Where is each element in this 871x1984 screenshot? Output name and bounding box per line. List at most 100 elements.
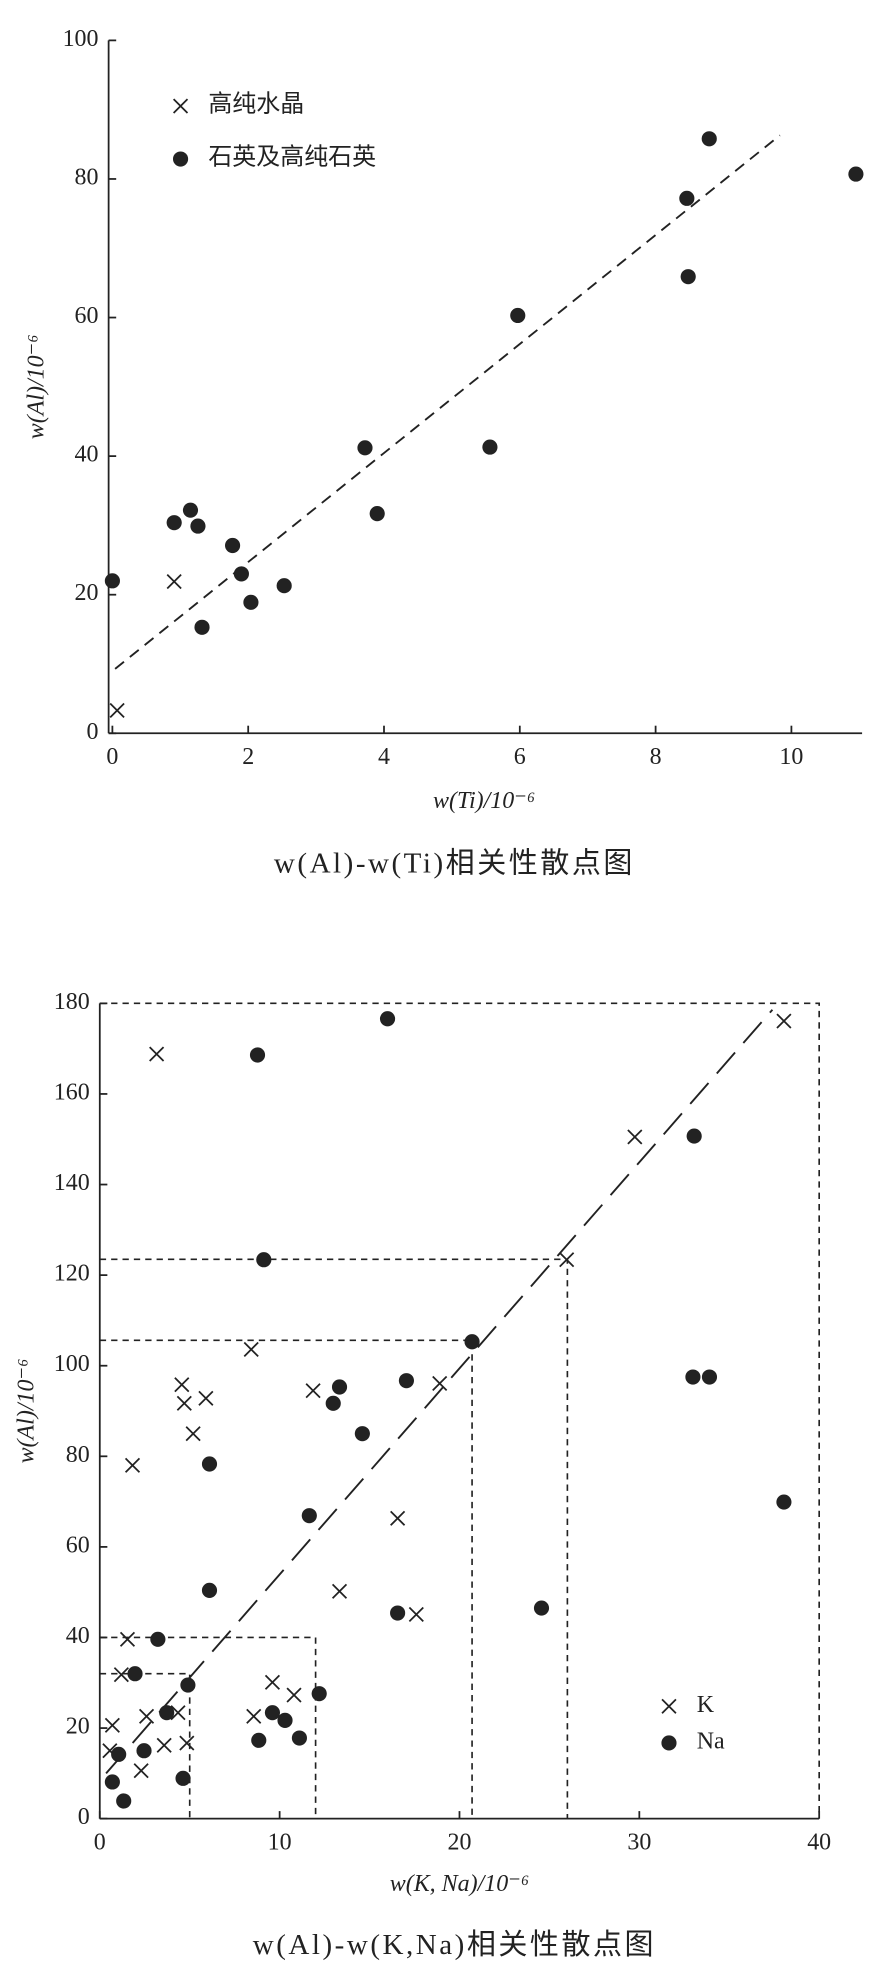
point-cross (432, 1375, 448, 1391)
trend-line (105, 1009, 774, 1774)
x-axis-label: w(K, Na)/10⁻⁶ (390, 1871, 530, 1897)
guide-box (99, 1672, 191, 1819)
point-dot (390, 1605, 406, 1621)
x-tick-label: 40 (807, 1829, 831, 1855)
guide-box (99, 1339, 473, 1819)
x-tick-label: 10 (779, 744, 803, 770)
point-cross (174, 1377, 190, 1393)
point-cross (559, 1252, 575, 1268)
x-tick-label: 6 (514, 744, 526, 770)
point-cross (331, 1583, 348, 1599)
point-dot (104, 573, 120, 589)
point-cross (176, 1395, 192, 1411)
point-cross (776, 1013, 792, 1029)
point-dot (256, 1252, 272, 1268)
point-dot (464, 1334, 480, 1350)
y-axis-label: w(Al)/10⁻⁶ (13, 1359, 39, 1464)
point-dot (357, 440, 373, 456)
point-dot (225, 537, 241, 554)
point-dot (190, 518, 206, 534)
y-tick-label: 100 (54, 1351, 90, 1377)
y-tick-label: 20 (66, 1714, 90, 1740)
point-dot (277, 1712, 293, 1728)
point-dot (166, 515, 182, 531)
point-dot (701, 1369, 718, 1385)
point-cross (172, 98, 189, 114)
point-dot (276, 578, 292, 594)
x-tick-label: 10 (268, 1829, 292, 1855)
point-dot (331, 1379, 348, 1395)
point-cross (390, 1510, 406, 1526)
point-dot (369, 506, 385, 522)
point-cross (264, 1674, 281, 1690)
y-tick-label: 160 (54, 1079, 90, 1105)
point-dot (354, 1426, 370, 1442)
x-tick-label: 4 (378, 744, 390, 770)
point-cross (286, 1687, 302, 1703)
point-dot (398, 1373, 414, 1389)
y-tick-label: 60 (75, 303, 99, 329)
point-cross (170, 1705, 186, 1721)
point-cross (243, 1341, 259, 1357)
point-dot (325, 1395, 341, 1411)
point-dot (311, 1686, 327, 1702)
point-dot (482, 439, 498, 455)
x-tick-label: 8 (650, 744, 662, 770)
y-axis-label: w(Al)/10⁻⁶ (23, 334, 49, 439)
point-dot (533, 1600, 550, 1616)
point-dot (510, 307, 526, 324)
point-dot (291, 1730, 307, 1746)
y-tick-label: 140 (54, 1170, 90, 1196)
point-dot (150, 1631, 166, 1647)
point-cross (133, 1763, 149, 1779)
point-dot (848, 166, 864, 182)
x-axis-label: w(Ti)/10⁻⁶ (433, 788, 535, 814)
point-dot (159, 1705, 175, 1721)
y-tick-label: 60 (66, 1532, 90, 1558)
point-cross (109, 702, 125, 718)
point-cross (149, 1046, 165, 1062)
y-tick-label: 80 (66, 1442, 90, 1468)
y-tick-label: 20 (75, 580, 99, 606)
guide-box (99, 1636, 317, 1819)
point-dot (776, 1494, 792, 1510)
point-dot (685, 1369, 701, 1385)
point-cross (138, 1708, 155, 1724)
y-tick-label: 0 (78, 1804, 90, 1830)
point-dot (233, 566, 249, 582)
point-dot (201, 1456, 218, 1472)
point-cross (166, 573, 182, 590)
point-cross (104, 1717, 120, 1733)
point-dot (680, 269, 696, 285)
point-dot (111, 1746, 127, 1762)
point-dot (243, 594, 259, 610)
point-cross (124, 1457, 141, 1473)
point-cross (119, 1631, 136, 1647)
point-dot (661, 1735, 677, 1751)
point-dot (116, 1793, 132, 1809)
point-dot (251, 1732, 267, 1748)
point-cross (185, 1426, 201, 1442)
point-dot (686, 1128, 702, 1144)
x-tick-label: 30 (627, 1829, 651, 1855)
guide-box (99, 1258, 569, 1819)
y-tick-label: 40 (75, 442, 99, 468)
point-cross (156, 1737, 172, 1753)
point-cross (246, 1708, 262, 1724)
y-tick-label: 0 (87, 719, 99, 745)
x-tick-label: 2 (242, 744, 254, 770)
trend-line (114, 134, 781, 670)
point-dot (182, 502, 199, 518)
y-tick-label: 80 (75, 164, 99, 190)
legend-label: 高纯水晶 (208, 91, 304, 118)
legend-label: Na (697, 1728, 725, 1754)
legend-label: 石英及高纯石英 (208, 144, 376, 171)
point-cross (408, 1606, 424, 1622)
caption: w(Al)-w(K,Na)相关性散点图 (253, 1928, 656, 1961)
point-cross (305, 1383, 321, 1399)
x-tick-label: 0 (106, 744, 118, 770)
point-dot (136, 1743, 152, 1759)
point-cross (627, 1129, 643, 1145)
point-cross (113, 1667, 129, 1683)
